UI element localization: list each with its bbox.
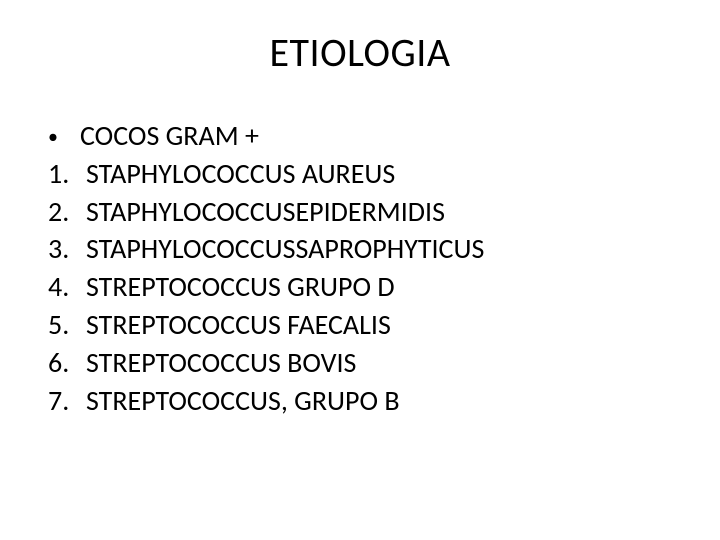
list-item: 7. STREPTOCOCCUS, GRUPO B xyxy=(48,382,720,420)
slide-content: • COCOS GRAM + 1. STAPHYLOCOCCUS AUREUS … xyxy=(0,117,720,419)
list-text: STREPTOCOCCUS, GRUPO B xyxy=(86,382,400,420)
list-item: 4. STREPTOCOCCUS GRUPO D xyxy=(48,268,720,306)
list-item: 5. STREPTOCOCCUS FAECALIS xyxy=(48,306,720,344)
bullet-marker: • xyxy=(48,124,80,151)
list-number: 7. xyxy=(48,382,86,420)
bullet-text: COCOS GRAM + xyxy=(80,117,259,155)
list-item: 2. STAPHYLOCOCCUSEPIDERMIDIS xyxy=(48,193,720,231)
bullet-line: • COCOS GRAM + xyxy=(48,117,720,155)
list-number: 3. xyxy=(48,230,86,268)
list-text: STAPHYLOCOCCUS AUREUS xyxy=(86,155,395,193)
list-text: STREPTOCOCCUS BOVIS xyxy=(86,344,356,382)
slide: ETIOLOGIA • COCOS GRAM + 1. STAPHYLOCOCC… xyxy=(0,0,720,540)
list-item: 6. STREPTOCOCCUS BOVIS xyxy=(48,344,720,382)
list-number: 1. xyxy=(48,155,86,193)
list-number: 5. xyxy=(48,306,86,344)
list-item: 3. STAPHYLOCOCCUSSAPROPHYTICUS xyxy=(48,230,720,268)
list-number: 6. xyxy=(48,344,86,382)
list-item: 1. STAPHYLOCOCCUS AUREUS xyxy=(48,155,720,193)
list-text: STAPHYLOCOCCUSSAPROPHYTICUS xyxy=(86,230,484,268)
list-text: STREPTOCOCCUS FAECALIS xyxy=(86,306,391,344)
list-text: STAPHYLOCOCCUSEPIDERMIDIS xyxy=(86,193,445,231)
list-number: 4. xyxy=(48,268,86,306)
list-text: STREPTOCOCCUS GRUPO D xyxy=(86,268,395,306)
list-number: 2. xyxy=(48,193,86,231)
slide-title: ETIOLOGIA xyxy=(0,28,720,77)
